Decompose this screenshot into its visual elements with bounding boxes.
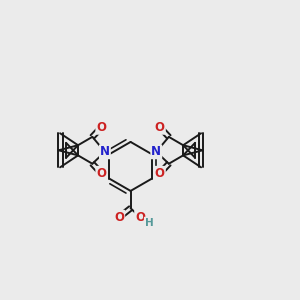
Text: N: N (151, 145, 161, 158)
Text: H: H (145, 218, 154, 228)
Text: O: O (114, 211, 124, 224)
Text: O: O (155, 121, 165, 134)
Text: N: N (100, 145, 110, 158)
Text: O: O (135, 211, 145, 224)
Text: O: O (96, 121, 106, 134)
Text: O: O (96, 167, 106, 180)
Text: O: O (155, 167, 165, 180)
